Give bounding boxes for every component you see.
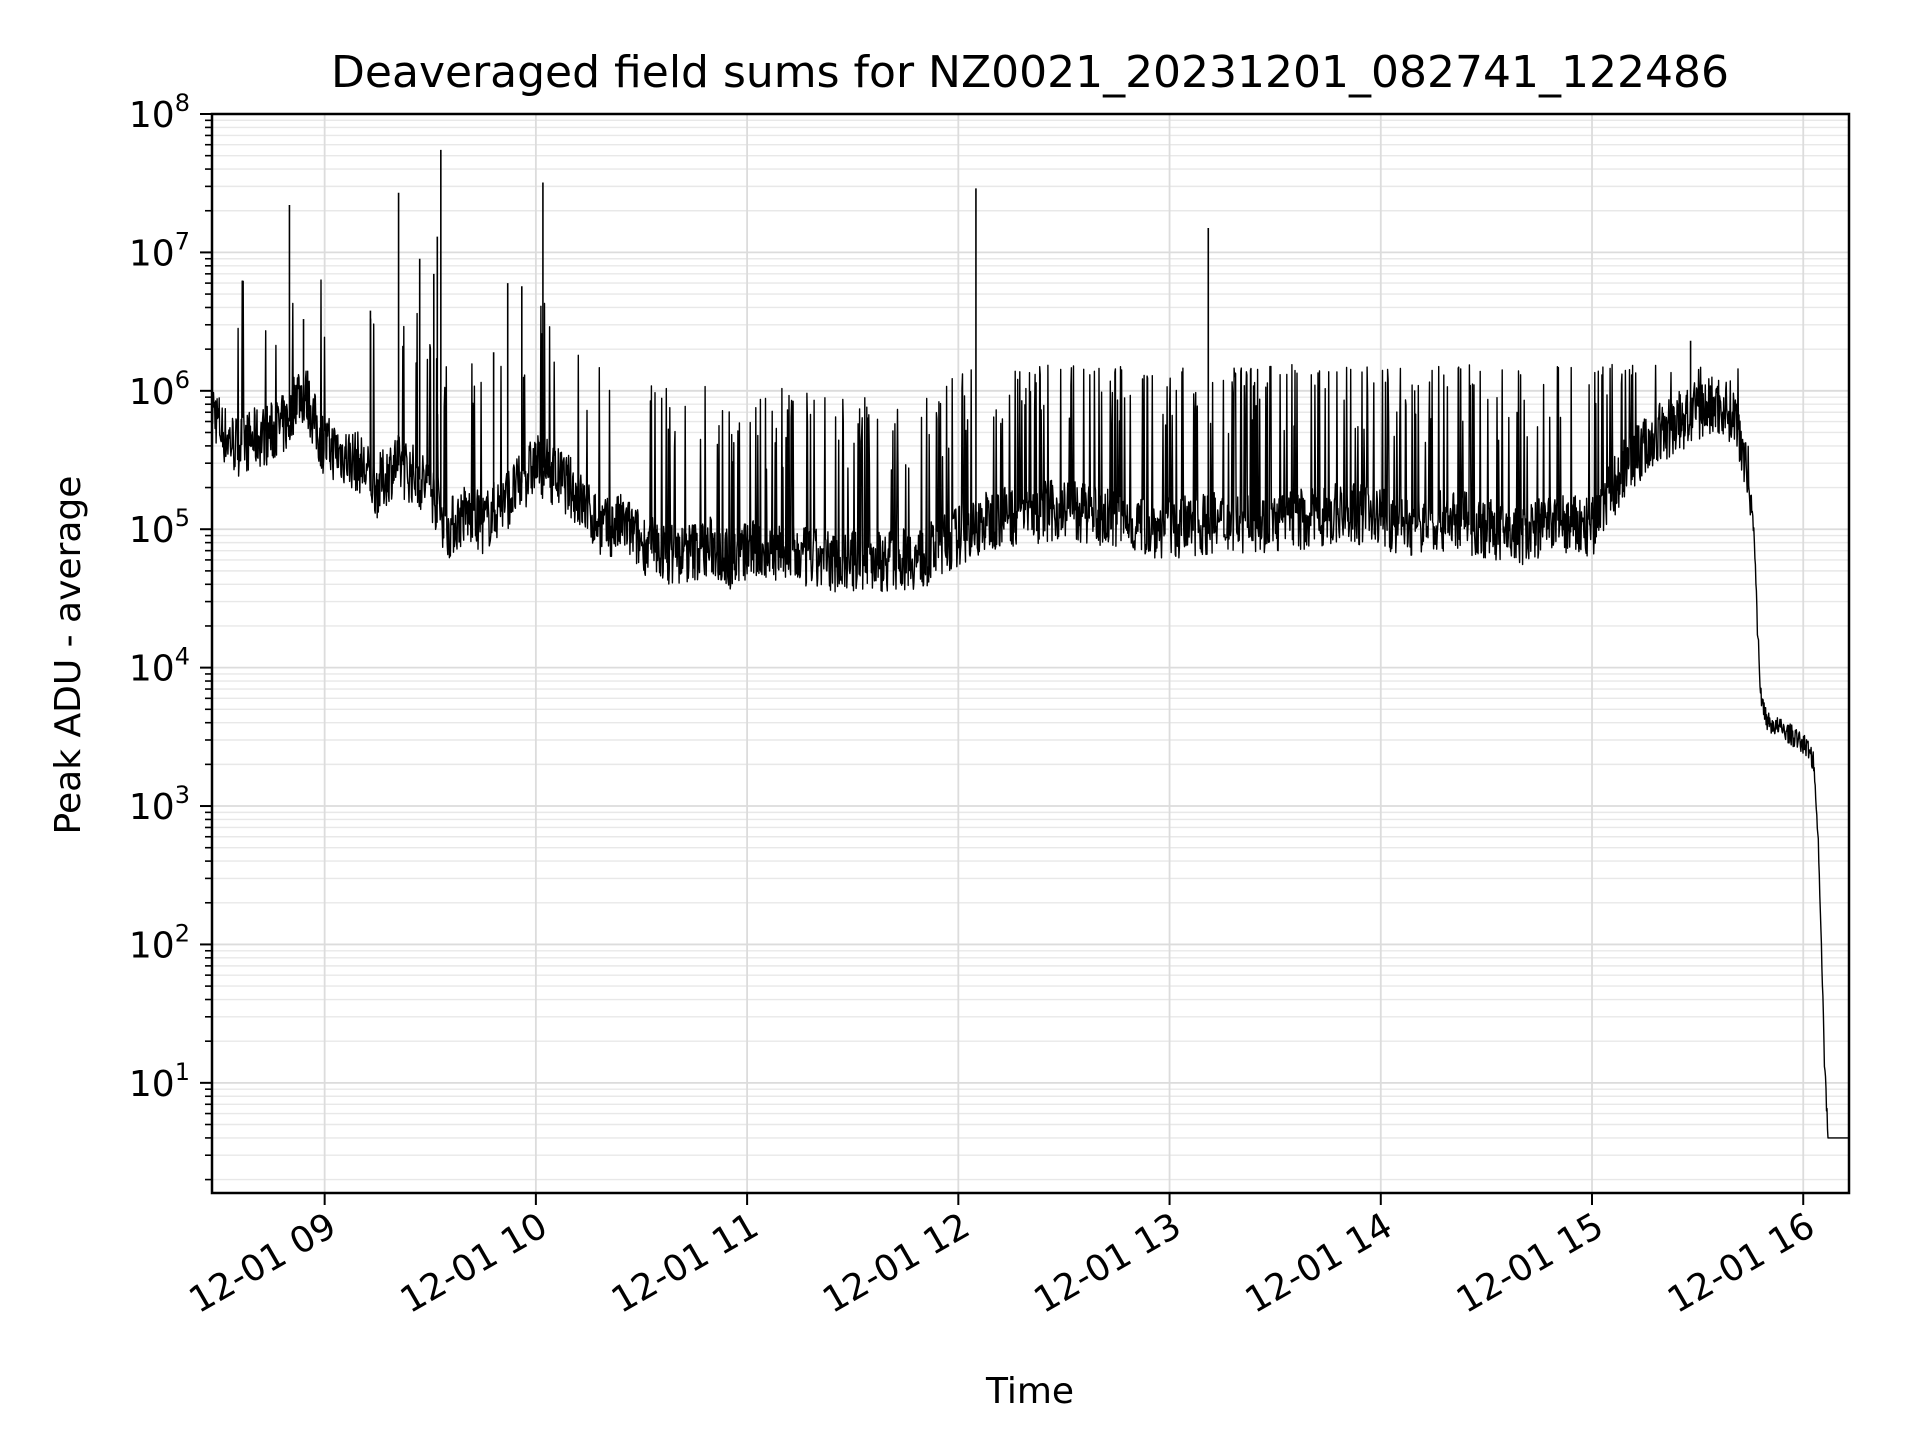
series-line [211, 241, 1849, 1139]
y-tick-label: 108 [129, 89, 190, 136]
y-tick-label-exponent: 2 [175, 919, 190, 947]
y-tick-label: 103 [129, 781, 190, 828]
y-tick-label-base: 10 [129, 95, 175, 136]
x-tick-label: 12-01 13 [1027, 1205, 1188, 1321]
y-tick-label: 105 [129, 504, 190, 551]
y-tick-label-base: 10 [129, 787, 175, 828]
y-tick-label-exponent: 3 [175, 781, 190, 809]
plot-frame [210, 112, 1851, 1195]
x-tick-label: 12-01 14 [1239, 1205, 1400, 1321]
y-tick-label: 101 [129, 1058, 190, 1105]
chart-title: Deaveraged field sums for NZ0021_2023120… [331, 47, 1729, 98]
y-tick-label: 106 [129, 366, 190, 413]
x-tick-label: 12-01 15 [1450, 1205, 1611, 1321]
y-tick-label-base: 10 [129, 1064, 175, 1105]
x-tick-label: 12-01 09 [182, 1205, 343, 1321]
y-tick-label: 107 [129, 227, 190, 274]
series-layer [211, 149, 1849, 1139]
grid-layer [212, 113, 1849, 1193]
x-tick-label: 12-01 12 [816, 1205, 977, 1321]
y-tick-label-exponent: 6 [175, 366, 190, 394]
y-tick-label: 104 [129, 643, 190, 690]
x-tick-label: 12-01 11 [605, 1205, 766, 1321]
y-tick-label-exponent: 5 [175, 504, 190, 532]
y-tick-label-exponent: 8 [175, 89, 190, 117]
y-tick-label-base: 10 [129, 233, 175, 274]
x-tick-label: 12-01 10 [394, 1205, 555, 1321]
y-tick-label-exponent: 7 [175, 227, 190, 255]
y-tick-label-base: 10 [129, 372, 175, 413]
y-tick-label-base: 10 [129, 925, 175, 966]
y-axis-label: Peak ADU - average [48, 476, 89, 835]
x-tick-label: 12-01 16 [1661, 1205, 1822, 1321]
y-tick-label-base: 10 [129, 510, 175, 551]
y-tick-label-exponent: 1 [175, 1058, 190, 1086]
x-axis-label: Time [985, 1371, 1074, 1412]
y-tick-label-exponent: 4 [175, 643, 190, 671]
y-tick-label: 102 [129, 919, 190, 966]
y-tick-label-base: 10 [129, 649, 175, 690]
